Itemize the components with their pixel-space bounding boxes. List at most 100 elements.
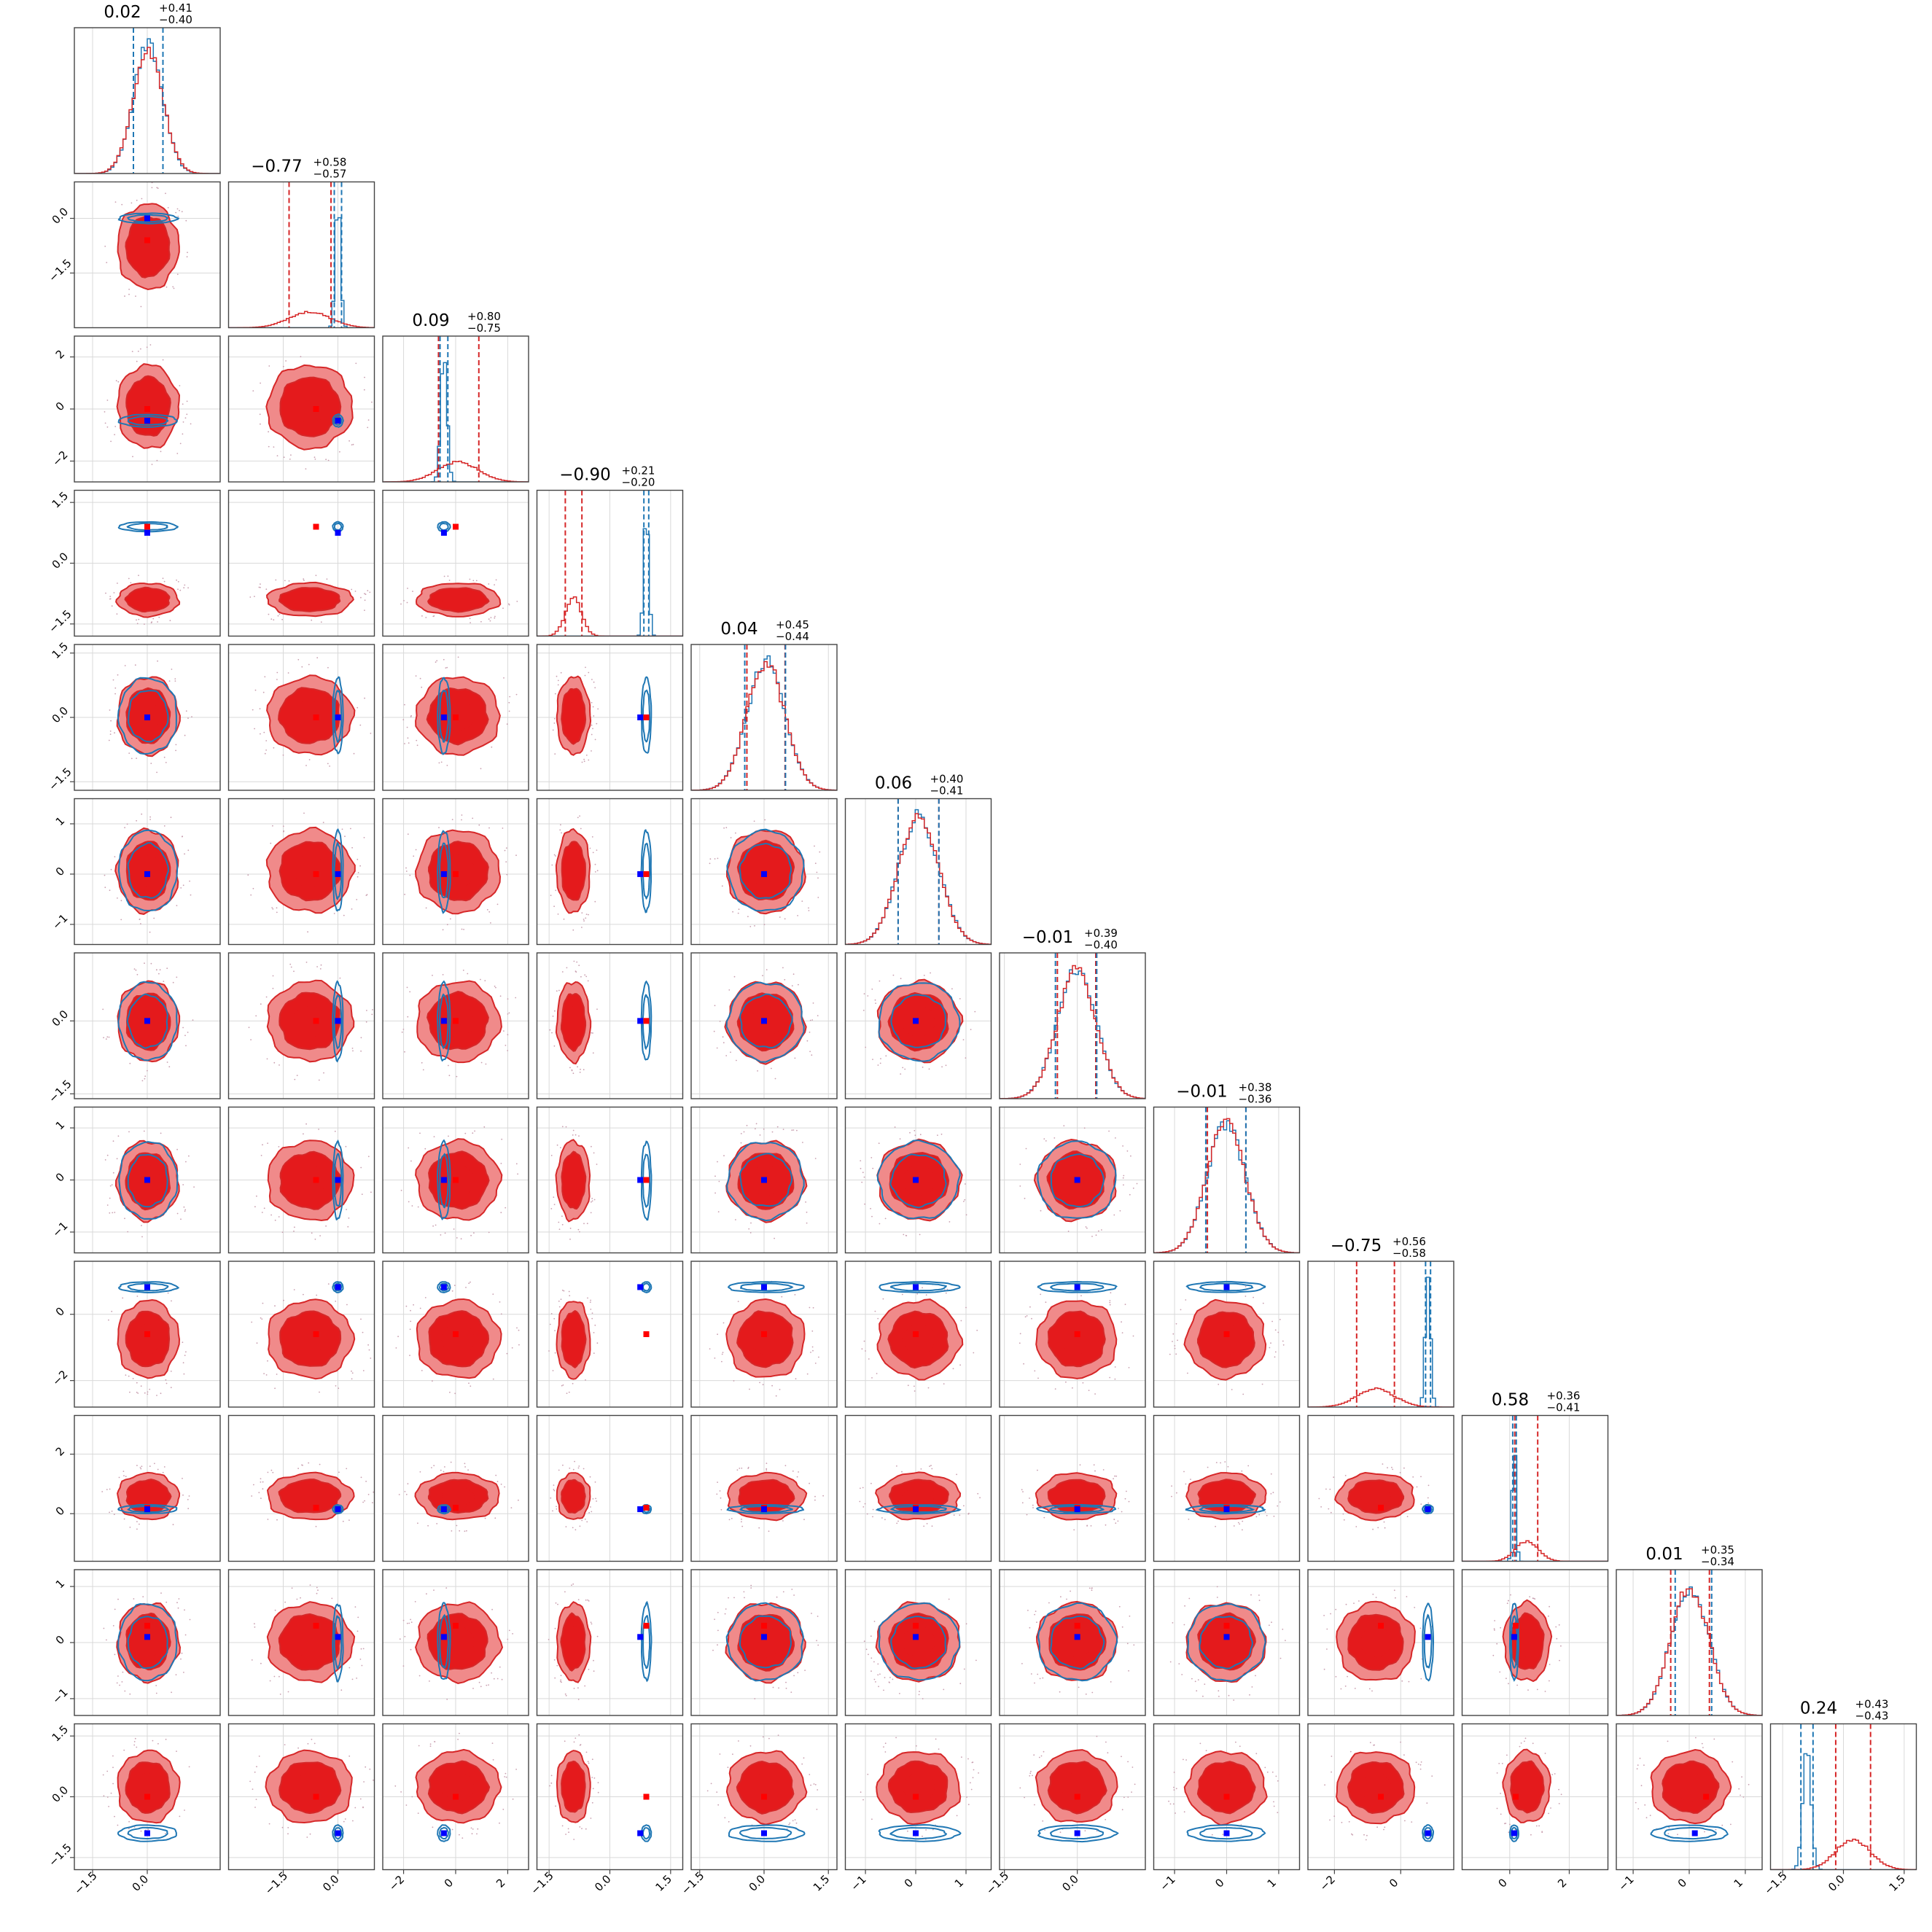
sample-dot (112, 1625, 114, 1627)
sample-dot (717, 1629, 719, 1632)
marker-b (637, 1284, 644, 1290)
panel-frame (844, 1569, 992, 1716)
sample-dot (176, 453, 179, 454)
sample-dot (1262, 1302, 1264, 1304)
sample-dot (966, 1796, 967, 1798)
sample-dot (267, 1360, 268, 1362)
sample-dot (395, 1347, 397, 1349)
param-title-minus: −0.41 (930, 784, 964, 798)
sample-dot (485, 1063, 487, 1065)
sample-dot (182, 1494, 184, 1496)
sample-dot (265, 749, 267, 751)
sample-dot (313, 456, 316, 459)
sample-dot (394, 1785, 397, 1787)
sample-dot (327, 1283, 330, 1285)
sample-dot (792, 973, 795, 975)
sample-dot (1183, 1471, 1185, 1473)
sample-dot (290, 966, 292, 968)
sample-dot (763, 1128, 765, 1130)
sample-dot (351, 1048, 354, 1049)
marker-a (1223, 1622, 1230, 1629)
sample-dot (1218, 1690, 1220, 1692)
sample-dot (177, 1607, 179, 1609)
sample-dot (178, 1598, 180, 1600)
contour-b-outer (1422, 1504, 1434, 1515)
sample-dot (1096, 1830, 1098, 1832)
sample-dot (569, 1468, 571, 1469)
sample-dot (500, 1313, 502, 1315)
sample-dot (410, 1621, 413, 1624)
contour-b-inner (127, 1505, 170, 1514)
sample-dot (1172, 1803, 1175, 1805)
sample-dot (273, 619, 275, 621)
sample-dot (357, 876, 359, 878)
marker-b (761, 1634, 767, 1640)
sample-dot (785, 1687, 787, 1689)
sample-dot (1274, 1329, 1277, 1331)
sample-dot (293, 1230, 295, 1232)
sample-dot (714, 1175, 716, 1177)
sample-dot (354, 1807, 357, 1809)
sample-dot (281, 618, 283, 620)
panel-content (74, 644, 220, 790)
sample-dot (367, 1156, 370, 1158)
sample-dot (144, 1075, 147, 1078)
sample-dot (400, 1791, 402, 1793)
y-tick-label: −1.5 (46, 607, 74, 635)
contour-panel (999, 1261, 1146, 1408)
sample-dot (1184, 1605, 1185, 1607)
sample-dot (316, 966, 318, 967)
sample-dot (1426, 1802, 1428, 1804)
sample-dot (166, 1062, 168, 1063)
sample-dot (1341, 1821, 1343, 1823)
contour-b-outer (437, 830, 451, 914)
marker-b (335, 1830, 341, 1836)
sample-dot (585, 755, 588, 756)
sample-dot (140, 1385, 142, 1387)
sample-dot (325, 459, 327, 461)
contour-b-outer (437, 1281, 451, 1293)
sample-dot (1114, 1475, 1115, 1477)
sample-dot (1115, 1475, 1118, 1477)
sample-dot (480, 1062, 483, 1064)
sample-dot (165, 1833, 166, 1834)
sample-dot (591, 1197, 593, 1199)
sample-dot (1121, 1626, 1123, 1628)
sample-dot (364, 697, 365, 699)
sample-dot (591, 750, 592, 752)
sample-dot (778, 1687, 779, 1689)
sample-dot (268, 431, 269, 433)
sample-dot (885, 1055, 887, 1057)
sample-dot (1029, 1306, 1031, 1308)
sample-dot (477, 1828, 479, 1830)
sample-dot (583, 919, 585, 920)
marker-a (643, 1331, 650, 1337)
sample-dot (1105, 1741, 1107, 1743)
sample-dot (157, 187, 159, 190)
marker-b (1074, 1830, 1080, 1836)
sample-dot (112, 1783, 114, 1785)
sample-dot (133, 1741, 136, 1742)
sample-dot (816, 871, 818, 873)
sample-dot (472, 1828, 474, 1830)
sample-dot (499, 1301, 501, 1303)
panel-content (74, 798, 220, 945)
sample-dot (446, 666, 448, 669)
sample-dot (354, 591, 357, 592)
contour-b-inner (126, 993, 168, 1049)
sample-dot (469, 618, 471, 620)
sample-dot (421, 1062, 423, 1064)
sample-dot (461, 819, 462, 821)
sample-dot (794, 1819, 796, 1821)
sample-dot (250, 1039, 252, 1040)
sample-dot (408, 1201, 410, 1203)
param-title-plus: +0.80 (467, 310, 501, 323)
panel-frame (1307, 1414, 1454, 1562)
sample-dot (448, 580, 451, 581)
sample-dot (138, 574, 139, 577)
sample-dot (784, 1465, 787, 1467)
sample-dot (1668, 1827, 1670, 1828)
sample-dot (1095, 1234, 1097, 1236)
contour-a-inner (135, 1772, 160, 1801)
sample-dot (565, 1694, 567, 1697)
